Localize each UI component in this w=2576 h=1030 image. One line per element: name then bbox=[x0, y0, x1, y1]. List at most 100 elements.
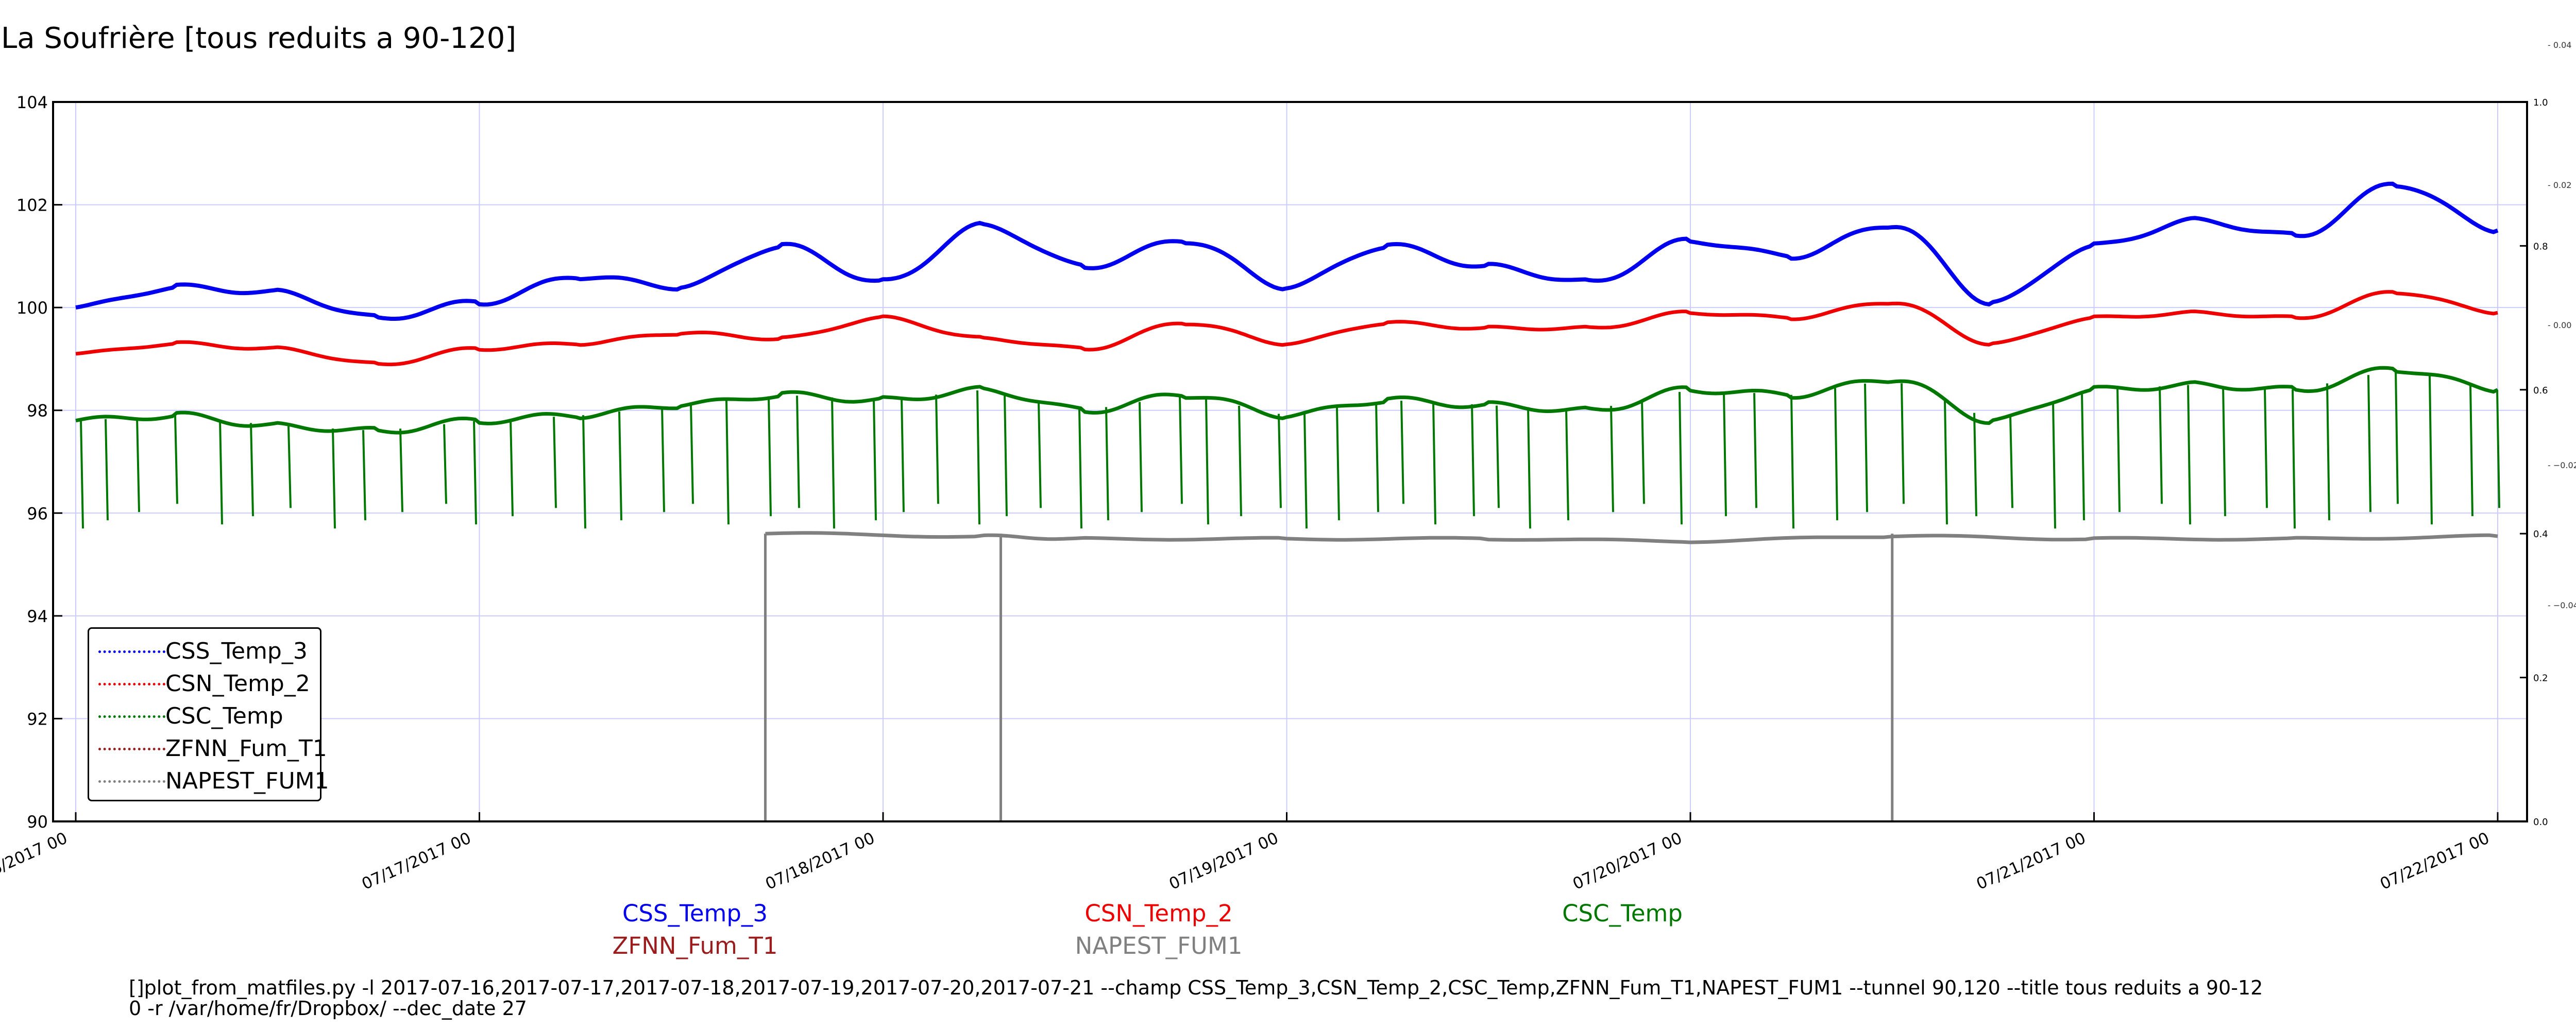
series-dip-csc-temp bbox=[2264, 388, 2268, 508]
series-dip-csc-temp bbox=[1901, 383, 1905, 504]
legend-marker-napest-fum1 bbox=[98, 780, 165, 783]
series-dip-csc-temp bbox=[553, 417, 557, 508]
series-dip-csc-temp bbox=[2187, 385, 2191, 525]
legend-item-csn-temp-2: CSN_Temp_2 bbox=[98, 668, 315, 699]
y2-tick-label: 0.8 bbox=[2533, 241, 2548, 252]
x-tick-label: 07/20/2017 00 bbox=[1570, 829, 1685, 894]
series-dip-csc-temp bbox=[510, 419, 514, 517]
legend-item-css-temp-3: CSS_Temp_3 bbox=[98, 636, 315, 667]
series-dip-csc-temp bbox=[1527, 407, 1531, 529]
y2-inner-tick-label: - −0.02 bbox=[2548, 460, 2576, 470]
series-dip-csc-temp bbox=[2429, 375, 2433, 525]
series-layer bbox=[75, 181, 2500, 821]
y2-inner-tick-label: - 0.02 bbox=[2548, 180, 2571, 190]
x-tick-label: 07/17/2017 00 bbox=[359, 829, 474, 894]
series-dip-csc-temp bbox=[1238, 405, 1242, 517]
series-dip-csc-temp bbox=[873, 399, 877, 521]
x-tick-label: 07/18/2017 00 bbox=[762, 829, 877, 894]
series-line-csn-temp-2 bbox=[75, 290, 2498, 367]
series-dip-csc-temp bbox=[2222, 386, 2226, 517]
y2-tick-label: 1.0 bbox=[2533, 97, 2548, 108]
series-dip-csc-temp bbox=[1400, 401, 1404, 504]
series-label-zfnn-fum-t1: ZFNN_Fum_T1 bbox=[612, 932, 778, 959]
y2-inner-tick-label: - 0.00 bbox=[2548, 320, 2571, 330]
series-dip-csc-temp bbox=[1944, 401, 1948, 525]
y2-tick-label: 0.4 bbox=[2533, 529, 2548, 540]
series-dip-csc-temp bbox=[796, 396, 800, 508]
legend-item-zfnn-fum-t1: ZFNN_Fum_T1 bbox=[98, 733, 327, 764]
series-dip-csc-temp bbox=[976, 390, 980, 525]
series-dip-csc-temp bbox=[219, 420, 223, 525]
series-dip-csc-temp bbox=[2116, 388, 2121, 512]
series-dip-csc-temp bbox=[661, 407, 665, 512]
series-dip-csc-temp bbox=[2326, 383, 2330, 521]
y-tick-label: 100 bbox=[16, 298, 48, 318]
series-dip-csc-temp bbox=[1973, 413, 1977, 517]
series-line-csc-temp bbox=[75, 366, 2499, 435]
plot-frame bbox=[52, 101, 2528, 822]
series-line-css-temp-3 bbox=[75, 181, 2499, 321]
series-dip-csc-temp bbox=[1496, 405, 1500, 508]
series-dip-csc-temp bbox=[1336, 407, 1340, 521]
series-dip-csc-temp bbox=[901, 398, 905, 512]
series-dip-csc-temp bbox=[2367, 375, 2371, 512]
series-dip-csc-temp bbox=[1471, 404, 1475, 517]
series-dip-csc-temp bbox=[1565, 409, 1569, 521]
series-dip-csc-temp bbox=[1610, 406, 1614, 512]
series-dip-csc-temp bbox=[582, 415, 586, 529]
series-dip-csc-temp bbox=[1834, 388, 1838, 521]
series-dip-csc-temp bbox=[1375, 402, 1379, 512]
y-tick-label: 104 bbox=[16, 93, 48, 112]
series-dip-csc-temp bbox=[2292, 389, 2296, 529]
series-dip-csc-temp bbox=[1078, 409, 1082, 529]
series-dip-csc-temp bbox=[1205, 399, 1209, 525]
series-dip-csc-temp bbox=[690, 404, 694, 504]
series-dip-csc-temp bbox=[1723, 391, 1727, 517]
legend-item-csc-temp: CSC_Temp bbox=[98, 701, 315, 732]
y-tick-label: 92 bbox=[27, 709, 48, 729]
x-tick-label: 07/21/2017 00 bbox=[1974, 829, 2089, 894]
series-label-css-temp-3: CSS_Temp_3 bbox=[622, 900, 768, 927]
series-dip-csc-temp bbox=[136, 417, 140, 512]
legend-marker-zfnn-fum-t1 bbox=[98, 748, 165, 750]
series-dip-csc-temp bbox=[1038, 401, 1042, 508]
series-dip-csc-temp bbox=[250, 423, 254, 517]
series-label-napest-fum1: NAPEST_FUM1 bbox=[1075, 932, 1243, 959]
x-tick-label: 07/16/2017 00 bbox=[0, 829, 70, 894]
series-dip-csc-temp bbox=[1105, 407, 1109, 521]
grid-layer bbox=[53, 101, 2527, 822]
series-dip-csc-temp bbox=[473, 421, 477, 525]
y2-tick-label: 0.0 bbox=[2533, 817, 2548, 828]
y2-tick-label: 0.6 bbox=[2533, 385, 2548, 396]
x-tick-label: 07/22/2017 00 bbox=[2377, 829, 2492, 894]
y-tick-label: 94 bbox=[27, 607, 48, 626]
series-dip-csc-temp bbox=[2052, 402, 2056, 529]
series-label-csc-temp: CSC_Temp bbox=[1562, 900, 1683, 927]
series-dip-csc-temp bbox=[2081, 393, 2085, 521]
series-dip-csc-temp bbox=[2009, 415, 2013, 508]
series-dip-csc-temp bbox=[2469, 384, 2473, 517]
y-tick-label: 90 bbox=[27, 812, 48, 832]
series-dip-csc-temp bbox=[399, 428, 403, 512]
series-dip-csc-temp bbox=[1278, 414, 1282, 508]
legend-label-zfnn-fum-t1: ZFNN_Fum_T1 bbox=[165, 735, 327, 762]
legend-marker-csc-temp bbox=[98, 715, 165, 718]
command-line-1: []plot_from_matfiles.py -l 2017-07-16,20… bbox=[129, 976, 2263, 999]
series-dip-csc-temp bbox=[1004, 393, 1008, 517]
series-dip-csc-temp bbox=[332, 428, 336, 529]
series-dip-csc-temp bbox=[362, 430, 366, 521]
series-dip-csc-temp bbox=[174, 415, 178, 504]
series-dip-csc-temp bbox=[1139, 402, 1143, 512]
series-dip-csc-temp bbox=[1864, 383, 1868, 512]
legend-label-css-temp-3: CSS_Temp_3 bbox=[165, 638, 308, 664]
series-dip-csc-temp bbox=[1753, 393, 1757, 508]
x-tick-label: 07/19/2017 00 bbox=[1166, 829, 1281, 894]
series-dip-csc-temp bbox=[1179, 396, 1183, 504]
series-dip-csc-temp bbox=[80, 420, 84, 529]
series-line-napest-fum1 bbox=[765, 531, 2498, 544]
series-dip-csc-temp bbox=[2159, 386, 2163, 504]
series-dip-csc-temp bbox=[2395, 369, 2399, 504]
series-dip-csc-temp bbox=[935, 394, 939, 504]
y-tick-label: 96 bbox=[27, 504, 48, 523]
